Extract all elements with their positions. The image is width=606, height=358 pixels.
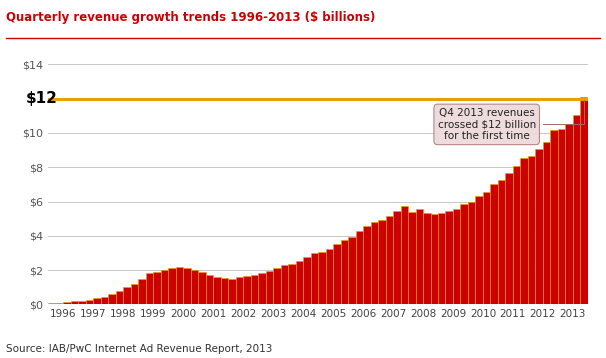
Bar xyxy=(535,149,543,304)
Bar xyxy=(543,142,550,304)
Bar xyxy=(408,212,416,304)
Text: Source: IAB/PwC Internet Ad Revenue Report, 2013: Source: IAB/PwC Internet Ad Revenue Repo… xyxy=(6,344,273,354)
Bar xyxy=(476,196,483,304)
Bar xyxy=(461,204,468,304)
Bar xyxy=(78,301,86,304)
Bar xyxy=(521,158,528,304)
Bar xyxy=(393,211,401,304)
Bar xyxy=(333,244,341,304)
Bar xyxy=(243,276,251,304)
Bar xyxy=(453,209,461,304)
Bar xyxy=(183,268,191,304)
Bar xyxy=(438,213,445,304)
Bar xyxy=(385,216,393,304)
Bar xyxy=(401,206,408,304)
Bar xyxy=(423,213,430,304)
Bar xyxy=(116,291,124,304)
Bar xyxy=(221,278,228,304)
Bar xyxy=(341,240,348,304)
Text: Q4 2013 revenues
crossed $12 billion
for the first time: Q4 2013 revenues crossed $12 billion for… xyxy=(438,100,584,141)
Bar xyxy=(581,97,588,304)
Bar xyxy=(528,156,535,304)
Bar xyxy=(124,287,131,304)
Bar xyxy=(550,130,558,304)
Bar xyxy=(356,232,363,304)
Bar xyxy=(64,302,71,304)
Bar xyxy=(573,115,581,304)
Bar xyxy=(430,214,438,304)
Bar xyxy=(93,299,101,304)
Bar xyxy=(318,252,325,304)
Text: Quarterly revenue growth trends 1996-2013 ($ billions): Quarterly revenue growth trends 1996-201… xyxy=(6,11,376,24)
Bar xyxy=(468,202,476,304)
Bar xyxy=(565,124,573,304)
Bar xyxy=(348,237,356,304)
Bar xyxy=(56,303,64,304)
Bar xyxy=(161,270,168,304)
Bar xyxy=(505,173,513,304)
Bar xyxy=(168,268,176,304)
Bar xyxy=(498,180,505,304)
Text: $12: $12 xyxy=(26,91,58,106)
Bar xyxy=(371,222,378,304)
Bar xyxy=(236,277,243,304)
Bar xyxy=(206,275,213,304)
Bar xyxy=(191,270,198,304)
Bar xyxy=(483,192,490,304)
Bar xyxy=(281,265,288,304)
Bar xyxy=(513,166,521,304)
Bar xyxy=(558,129,565,304)
Bar xyxy=(325,248,333,304)
Bar xyxy=(258,274,265,304)
Bar xyxy=(228,279,236,304)
Bar xyxy=(146,274,153,304)
Bar xyxy=(176,267,183,304)
Bar xyxy=(416,209,423,304)
Bar xyxy=(131,284,138,304)
Bar xyxy=(71,301,78,304)
Bar xyxy=(273,268,281,304)
Bar xyxy=(288,264,296,304)
Bar xyxy=(153,272,161,304)
Bar xyxy=(251,275,258,304)
Bar xyxy=(363,226,371,304)
Bar xyxy=(445,211,453,304)
Bar xyxy=(265,271,273,304)
Bar xyxy=(311,253,318,304)
Bar xyxy=(138,279,146,304)
Bar xyxy=(490,184,498,304)
Bar xyxy=(198,272,206,304)
Bar xyxy=(378,220,385,304)
Bar xyxy=(108,294,116,304)
Bar xyxy=(303,257,311,304)
Bar xyxy=(86,300,93,304)
Bar xyxy=(213,277,221,304)
Bar xyxy=(48,303,56,304)
Bar xyxy=(101,297,108,304)
Bar xyxy=(296,261,303,304)
